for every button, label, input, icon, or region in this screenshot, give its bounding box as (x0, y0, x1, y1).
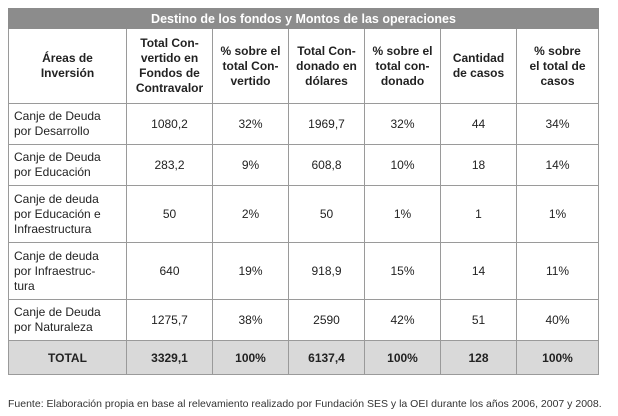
table-row: Canje de Deuda por Educación 283,2 9% 60… (8, 144, 600, 186)
table-row: Canje de Deuda por Desarrollo 1080,2 32%… (8, 103, 600, 145)
total-label: TOTAL (8, 340, 127, 375)
table-cell: 50 (126, 185, 213, 243)
table-cell: 19% (212, 242, 289, 300)
table-row: Canje de deuda por Educación e Infraestr… (8, 185, 600, 243)
funds-table: Destino de los fondos y Montos de las op… (7, 8, 600, 375)
table-header-row: Áreas de Inversión Total Con- vertido en… (8, 28, 600, 104)
column-header: % sobre el total Con- vertido (212, 28, 289, 104)
total-cell: 6137,4 (288, 340, 365, 375)
table-cell-area: Canje de deuda por Infraestruc- tura (8, 242, 127, 300)
table-cell: 1% (364, 185, 441, 243)
column-header: Total Con- donado en dólares (288, 28, 365, 104)
table-cell-area: Canje de deuda por Educación e Infraestr… (8, 185, 127, 243)
table-cell: 1275,7 (126, 299, 213, 341)
table-cell: 14 (440, 242, 517, 300)
table-cell-area: Canje de Deuda por Educación (8, 144, 127, 186)
table-cell: 608,8 (288, 144, 365, 186)
table-cell: 640 (126, 242, 213, 300)
table-row: Canje de Deuda por Naturaleza 1275,7 38%… (8, 299, 600, 341)
total-cell: 100% (364, 340, 441, 375)
table-cell: 42% (364, 299, 441, 341)
total-cell: 3329,1 (126, 340, 213, 375)
table-cell: 1969,7 (288, 103, 365, 145)
table-cell: 44 (440, 103, 517, 145)
column-header: Áreas de Inversión (8, 28, 127, 104)
table-cell: 38% (212, 299, 289, 341)
table-title: Destino de los fondos y Montos de las op… (7, 8, 600, 29)
table-total-row: TOTAL 3329,1 100% 6137,4 100% 128 100% (8, 340, 600, 375)
table-cell: 9% (212, 144, 289, 186)
table-cell: 11% (515, 242, 600, 300)
table-cell: 918,9 (288, 242, 365, 300)
column-header: Cantidad de casos (440, 28, 517, 104)
table-cell: 1 (440, 185, 517, 243)
table-cell: 1080,2 (126, 103, 213, 145)
table-cell: 283,2 (126, 144, 213, 186)
table-cell: 51 (440, 299, 517, 341)
table-cell: 14% (515, 144, 600, 186)
table-cell: 15% (364, 242, 441, 300)
table-cell: 1% (515, 185, 600, 243)
table-cell: 32% (212, 103, 289, 145)
table-cell-area: Canje de Deuda por Naturaleza (8, 299, 127, 341)
table-cell: 10% (364, 144, 441, 186)
total-cell: 100% (515, 340, 600, 375)
table-cell: 18 (440, 144, 517, 186)
column-header: % sobre el total de casos (515, 28, 600, 104)
table-cell: 2% (212, 185, 289, 243)
column-header: % sobre el total con- donado (364, 28, 441, 104)
total-cell: 128 (440, 340, 517, 375)
table-cell-area: Canje de Deuda por Desarrollo (8, 103, 127, 145)
table-cell: 2590 (288, 299, 365, 341)
table-cell: 32% (364, 103, 441, 145)
total-cell: 100% (212, 340, 289, 375)
source-footnote: Fuente: Elaboración propia en base al re… (8, 398, 602, 410)
column-header: Total Con- vertido en Fondos de Contrava… (126, 28, 213, 104)
table-cell: 50 (288, 185, 365, 243)
table-title-row: Destino de los fondos y Montos de las op… (7, 8, 600, 29)
table-row: Canje de deuda por Infraestruc- tura 640… (8, 242, 600, 300)
table-cell: 34% (515, 103, 600, 145)
table-cell: 40% (515, 299, 600, 341)
funds-table-container: Destino de los fondos y Montos de las op… (7, 8, 600, 375)
